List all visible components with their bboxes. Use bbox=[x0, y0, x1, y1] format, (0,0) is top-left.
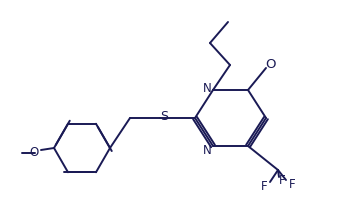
Text: F: F bbox=[289, 178, 295, 191]
Text: O: O bbox=[29, 145, 39, 159]
Text: O: O bbox=[265, 58, 275, 71]
Text: S: S bbox=[160, 110, 168, 122]
Text: F: F bbox=[261, 180, 267, 193]
Text: N: N bbox=[203, 145, 211, 157]
Text: N: N bbox=[203, 81, 211, 95]
Text: F: F bbox=[279, 173, 285, 187]
